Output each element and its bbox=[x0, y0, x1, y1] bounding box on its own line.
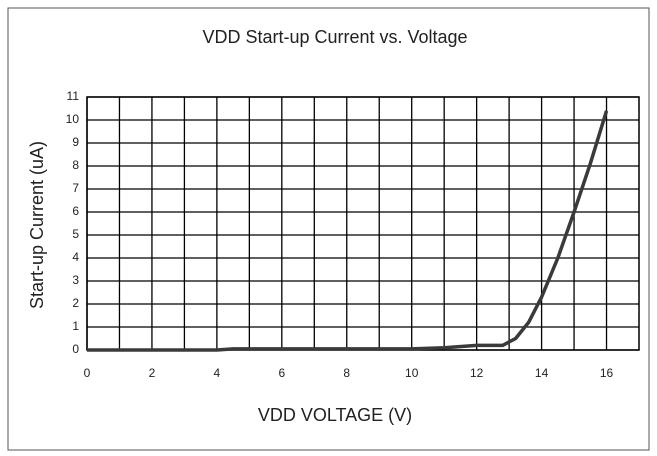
data-line bbox=[87, 110, 609, 352]
plot-area bbox=[86, 96, 640, 351]
y-tick-label: 3 bbox=[72, 273, 79, 287]
y-tick-label: 11 bbox=[67, 89, 80, 103]
y-tick-label: 6 bbox=[72, 204, 79, 218]
y-tick-label: 7 bbox=[72, 181, 79, 195]
y-tick-label: 10 bbox=[66, 112, 80, 126]
y-tick-label: 4 bbox=[72, 250, 79, 264]
x-tick-label: 14 bbox=[535, 366, 549, 380]
x-tick-label: 6 bbox=[278, 366, 285, 380]
y-tick-label: 8 bbox=[72, 158, 79, 172]
x-tick-label: 12 bbox=[470, 366, 484, 380]
x-axis-label: VDD VOLTAGE (V) bbox=[258, 405, 412, 425]
x-tick-label: 4 bbox=[214, 366, 221, 380]
y-tick-label: 9 bbox=[72, 135, 79, 149]
x-tick-label: 0 bbox=[84, 366, 91, 380]
y-tick-label: 0 bbox=[72, 342, 79, 356]
y-axis-label: Start-up Current (uA) bbox=[27, 141, 47, 309]
y-tick-label: 5 bbox=[72, 227, 79, 241]
x-tick-label: 2 bbox=[149, 366, 156, 380]
x-tick-label: 10 bbox=[405, 366, 419, 380]
x-tick-label: 16 bbox=[600, 366, 614, 380]
chart-title: VDD Start-up Current vs. Voltage bbox=[202, 27, 467, 47]
x-tick-label: 8 bbox=[343, 366, 350, 380]
y-tick-label: 2 bbox=[72, 296, 79, 310]
y-tick-label: 1 bbox=[72, 319, 79, 333]
